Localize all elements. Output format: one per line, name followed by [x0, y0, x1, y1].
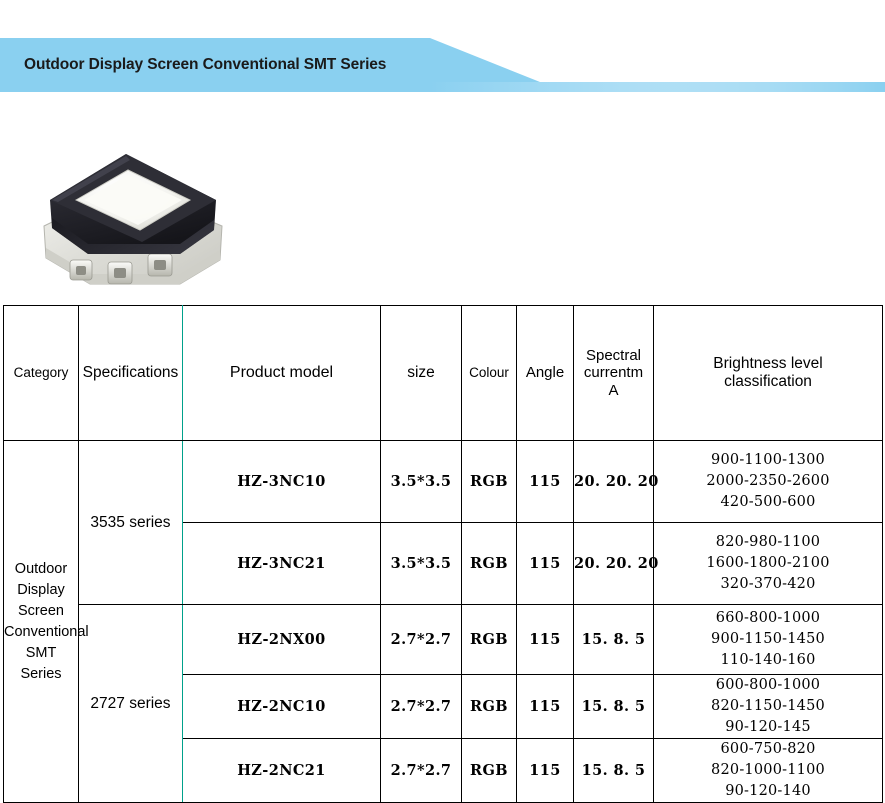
cell-brightness: 820-980-1100 1600-1800-2100 320-370-420: [653, 522, 883, 605]
cell-colour: RGB: [461, 522, 517, 605]
brightness-header-line-2: classification: [724, 373, 812, 390]
spectral-current-line-3: A: [608, 381, 619, 399]
cell-size: 3.5*3.5: [380, 440, 462, 523]
cell-colour: RGB: [461, 440, 517, 523]
table-row: HZ-2NC21 2.7*2.7 RGB 115 15. 8. 5 600-75…: [4, 738, 883, 803]
cell-size: 2.7*2.7: [380, 604, 462, 675]
brightness-line: 110-140-160: [720, 652, 816, 668]
cell-brightness: 600-750-820 820-1000-1100 90-120-140: [653, 738, 883, 803]
brightness-line: 600-800-1000: [715, 677, 821, 693]
cell-product-model: HZ-3NC10: [182, 440, 381, 523]
cell-size: 2.7*2.7: [380, 738, 462, 803]
table-row: Outdoor Display Screen Conventional SMT …: [3, 439, 883, 803]
brightness-line: 900-1100-1300: [711, 451, 825, 468]
cell-product-model: HZ-2NC10: [182, 673, 381, 740]
brightness-line: 820-1000-1100: [711, 762, 825, 779]
brightness-line: 1600-1800-2100: [706, 554, 830, 571]
column-header-spectral-current: Spectral currentm A: [573, 305, 654, 441]
brightness-line: 820-1150-1450: [711, 698, 825, 715]
smd-led-package-photo: [30, 108, 235, 303]
cell-colour: RGB: [461, 604, 517, 675]
cell-size: 2.7*2.7: [380, 673, 462, 740]
cell-category: Outdoor Display Screen Conventional SMT …: [3, 439, 89, 803]
cell-angle: 115: [516, 673, 574, 740]
cell-spectral-current: 15. 8. 5: [573, 673, 654, 740]
cell-angle: 115: [516, 738, 574, 803]
brightness-header-line-1: Brightness level: [713, 355, 823, 373]
column-header-angle: Angle: [516, 305, 574, 441]
banner-shape: [0, 38, 885, 92]
column-header-size: size: [380, 305, 462, 441]
column-header-brightness: Brightness level classification: [653, 305, 883, 441]
brightness-line: 820-980-1100: [715, 533, 821, 550]
cell-colour: RGB: [461, 738, 517, 803]
led-illustration: [43, 154, 223, 285]
column-header-specifications: Specifications: [78, 305, 183, 441]
cell-series-group: 2727 series: [78, 603, 183, 803]
cell-brightness: 660-800-1000 900-1150-1450 110-140-160: [653, 604, 883, 675]
brightness-line: 600-750-820: [720, 741, 816, 758]
cell-spectral-current: 20. 20. 20: [573, 440, 658, 523]
led-leads: [69, 253, 173, 285]
column-header-colour: Colour: [461, 305, 517, 441]
spectral-current-line-2: currentm: [583, 364, 644, 382]
brightness-line: 660-800-1000: [715, 609, 821, 626]
cell-brightness: 600-800-1000 820-1150-1450 90-120-145: [653, 673, 883, 740]
cell-product-model: HZ-3NC21: [182, 522, 381, 605]
brightness-line: 900-1150-1450: [711, 630, 825, 647]
specifications-table-container: Category Specifications Product model si…: [3, 305, 883, 803]
cell-series-group: 3535 series: [78, 440, 183, 605]
page-banner: [0, 38, 885, 92]
cell-spectral-current: 15. 8. 5: [573, 738, 654, 803]
brightness-line: 90-120-145: [725, 719, 811, 736]
cell-angle: 115: [516, 522, 574, 605]
cell-product-model: HZ-2NC21: [182, 738, 381, 803]
cell-angle: 115: [516, 604, 574, 675]
spectral-current-line-1: Spectral: [585, 347, 642, 365]
column-header-category: Category: [3, 305, 79, 441]
brightness-line: 320-370-420: [720, 576, 816, 592]
cell-angle: 115: [516, 440, 574, 523]
cell-product-model: HZ-2NX00: [182, 604, 381, 675]
brightness-line: 420-500-600: [720, 494, 816, 510]
table-row: HZ-3NC21 3.5*3.5 RGB 115 20. 20. 20 820-…: [4, 522, 883, 605]
table-row: HZ-2NC10 2.7*2.7 RGB 115 15. 8. 5 600-80…: [4, 673, 883, 740]
cell-brightness: 900-1100-1300 2000-2350-2600 420-500-600: [653, 440, 883, 523]
brightness-line: 2000-2350-2600: [706, 472, 830, 489]
table-row: 2727 series HZ-2NX00 2.7*2.7 RGB 115 15.…: [4, 603, 883, 803]
brightness-line: 90-120-140: [725, 783, 811, 800]
cell-size: 3.5*3.5: [380, 522, 462, 605]
page-title: Outdoor Display Screen Conventional SMT …: [24, 56, 387, 73]
cell-spectral-current: 20. 20. 20: [573, 522, 658, 605]
cell-colour: RGB: [461, 673, 517, 740]
column-header-product-model: Product model: [182, 305, 381, 441]
specifications-table: Category Specifications Product model si…: [3, 305, 883, 803]
cell-spectral-current: 15. 8. 5: [573, 604, 654, 675]
table-header-row: Category Specifications Product model si…: [3, 305, 883, 441]
